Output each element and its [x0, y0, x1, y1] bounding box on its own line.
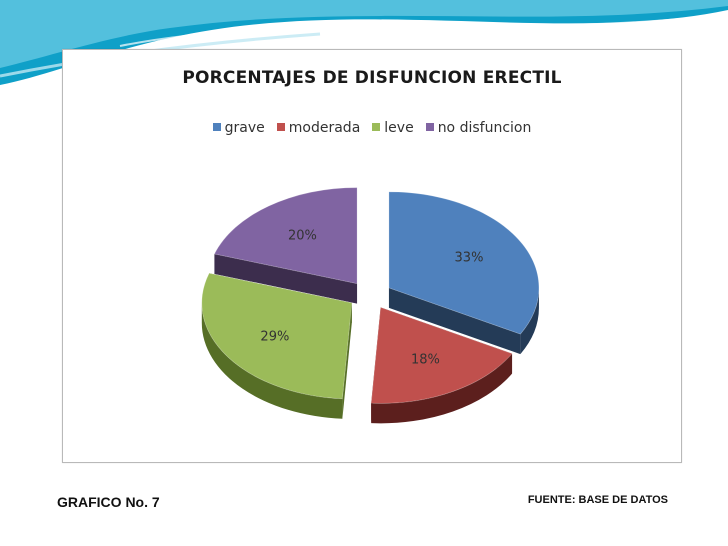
legend-swatch: [372, 123, 381, 131]
pie-slice-leve: [201, 272, 353, 419]
pie-slice-wall: [388, 287, 521, 355]
pie-slice-top: [370, 306, 513, 404]
pie-slice-grave: [388, 191, 540, 355]
figure-number: GRAFICO No. 7: [57, 494, 160, 510]
pie-slice-wall: [342, 302, 352, 419]
chart-frame: PORCENTAJES DE DISFUNCION ERECTIL grave m…: [62, 49, 682, 463]
pie-slice-top: [213, 187, 358, 285]
legend-swatch: [425, 123, 434, 131]
legend-item-grave: grave: [212, 120, 265, 136]
legend-label: leve: [384, 120, 414, 136]
pie-slice-moderada: [370, 306, 513, 424]
legend-item-leve: leve: [372, 120, 414, 136]
data-label-grave: 33%: [455, 251, 484, 266]
chart-title: PORCENTAJES DE DISFUNCION ERECTIL: [182, 68, 562, 88]
pie-slice-top: [388, 191, 540, 335]
pie-chart: 33% 18% 29% 20%: [201, 187, 540, 424]
pie-slice-wall: [214, 253, 358, 304]
legend-label: moderada: [288, 120, 361, 136]
data-source: FUENTE: BASE DE DATOS: [527, 494, 668, 506]
data-label-leve: 29%: [260, 329, 289, 344]
data-label-moderada: 18%: [411, 352, 440, 367]
pie-slice-edge: [520, 287, 539, 355]
legend-label: no disfuncion: [437, 120, 532, 136]
legend-item-moderada: moderada: [276, 120, 361, 136]
pie-slice-no-disfuncion: [213, 187, 358, 304]
legend-item-no-disfuncion: no disfuncion: [425, 120, 532, 136]
chart-legend: grave moderada leve no disfuncion: [63, 120, 681, 136]
legend-label: grave: [224, 120, 265, 136]
pie-slice-top: [201, 272, 353, 400]
pie-slice-edge: [371, 353, 513, 424]
data-label-no-disfuncion: 20%: [288, 228, 317, 243]
legend-swatch: [212, 123, 221, 131]
legend-swatch: [276, 123, 285, 131]
pie-slice-edge: [201, 302, 343, 419]
